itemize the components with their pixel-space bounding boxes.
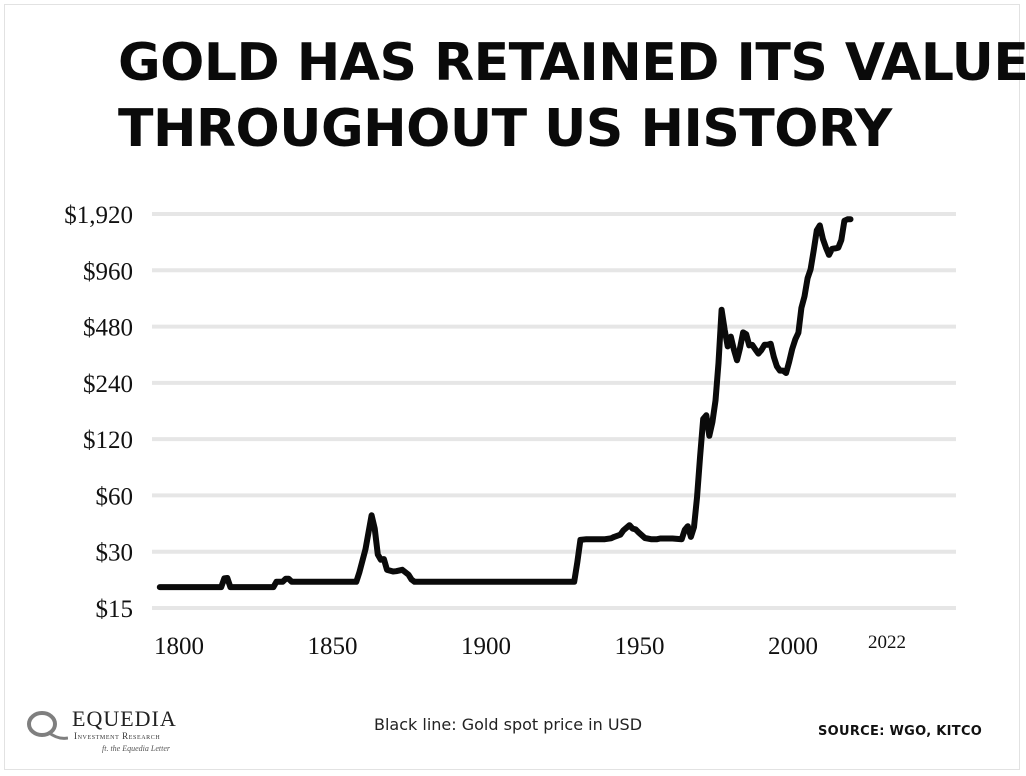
chart-card xyxy=(4,4,1020,770)
y-tick-label: $480 xyxy=(83,315,133,342)
x-tick-label: 2000 xyxy=(768,633,818,660)
title-line-1: GOLD HAS RETAINED ITS VALUE xyxy=(118,33,1026,93)
y-tick-label: $60 xyxy=(96,483,134,510)
chart-caption: Black line: Gold spot price in USD xyxy=(374,715,643,734)
gold-price-line xyxy=(156,216,854,591)
y-tick-label: $960 xyxy=(83,258,133,285)
x-tick-label: 1800 xyxy=(154,633,204,660)
equedia-logo-mark-icon xyxy=(27,711,68,740)
gold-price-chart: $15 $30 $60 $120 $240 $480 $960 $1,920 1800 1850 1… xyxy=(64,202,956,660)
source-note: SOURCE: WGO, KITCO xyxy=(818,724,983,739)
y-tick-label: $1,920 xyxy=(64,202,133,229)
x-tick-label: 1850 xyxy=(308,633,358,660)
x-tick-label: 1900 xyxy=(461,633,511,660)
equedia-logo: EQUEDIA Investment Research ft. the Eque… xyxy=(24,706,204,758)
logo-tagline: ft. the Equedia Letter xyxy=(102,744,170,753)
title-line-2: THROUGHOUT US HISTORY xyxy=(118,99,892,159)
chart-title: GOLD HAS RETAINED ITS VALUE THROUGHOUT U… xyxy=(118,30,1026,162)
y-tick-label: $240 xyxy=(83,371,133,398)
y-tick-label: $30 xyxy=(96,540,134,567)
y-tick-label: $120 xyxy=(83,427,133,454)
x-tick-label: 2022 xyxy=(868,632,906,653)
logo-subtitle: Investment Research xyxy=(74,731,161,741)
x-tick-label: 1950 xyxy=(615,633,665,660)
y-tick-label: $15 xyxy=(96,596,134,623)
logo-name: EQUEDIA xyxy=(72,706,177,731)
